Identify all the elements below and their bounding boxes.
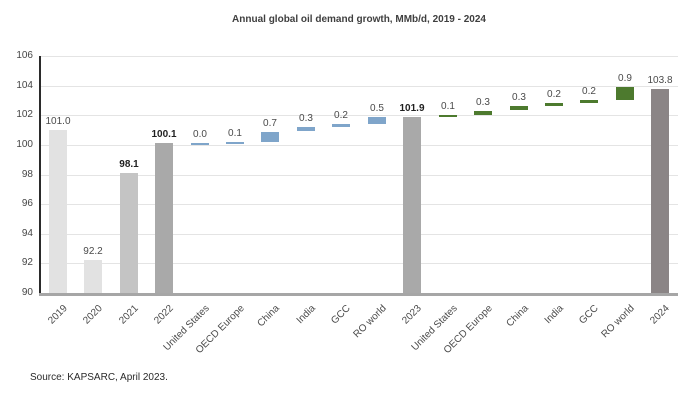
- bar: [84, 260, 102, 293]
- bar-value-label: 0.1: [228, 128, 242, 139]
- bar-value-label: 0.2: [334, 110, 348, 121]
- bar: [191, 143, 209, 145]
- bar: [226, 142, 244, 144]
- y-tick-label: 96: [21, 198, 33, 209]
- bar: [332, 124, 350, 127]
- bar-value-label: 0.1: [441, 101, 455, 112]
- source-note: Source: KAPSARC, April 2023.: [30, 372, 168, 383]
- y-tick-label: 106: [16, 50, 33, 61]
- grid-line: [40, 115, 678, 116]
- bar: [545, 103, 563, 106]
- bar-value-label: 92.2: [83, 246, 103, 257]
- bar-value-label: 98.1: [119, 159, 139, 170]
- y-tick-label: 100: [16, 139, 33, 150]
- grid-line: [40, 56, 678, 57]
- bar-value-label: 0.9: [618, 73, 632, 84]
- bar-value-label: 101.9: [399, 103, 425, 114]
- bar: [616, 87, 634, 100]
- y-axis-line: [39, 56, 41, 296]
- bar-value-label: 0.0: [193, 129, 207, 140]
- bar: [49, 130, 67, 293]
- y-tick-label: 90: [21, 287, 33, 298]
- grid-line: [40, 204, 678, 205]
- y-tick-label: 92: [21, 257, 33, 268]
- bar: [368, 117, 386, 124]
- bar-value-label: 0.2: [582, 86, 596, 97]
- grid-line: [40, 86, 678, 87]
- grid-line: [40, 263, 678, 264]
- grid-line: [40, 234, 678, 235]
- bar-value-label: 0.2: [547, 89, 561, 100]
- bar: [651, 89, 669, 293]
- bar: [439, 115, 457, 117]
- y-tick-label: 94: [21, 228, 33, 239]
- bar-value-label: 0.3: [476, 97, 490, 108]
- bar-value-label: 100.1: [151, 129, 177, 140]
- y-tick-label: 104: [16, 80, 33, 91]
- bar: [403, 117, 421, 293]
- x-baseline: [39, 293, 678, 296]
- bar-value-label: 0.3: [299, 113, 313, 124]
- y-tick-label: 98: [21, 169, 33, 180]
- chart-title: Annual global oil demand growth, MMb/d, …: [232, 14, 486, 25]
- bar-value-label: 0.7: [263, 118, 277, 129]
- bar-value-label: 0.5: [370, 103, 384, 114]
- bar: [261, 132, 279, 142]
- bar-value-label: 103.8: [647, 75, 673, 86]
- bar: [297, 127, 315, 131]
- bar-value-label: 0.3: [512, 92, 526, 103]
- bar: [155, 143, 173, 293]
- bar: [580, 100, 598, 103]
- bar: [120, 173, 138, 293]
- grid-line: [40, 175, 678, 176]
- bar: [474, 111, 492, 115]
- bar-value-label: 101.0: [45, 116, 71, 127]
- y-tick-label: 102: [16, 109, 33, 120]
- grid-line: [40, 145, 678, 146]
- bar: [510, 106, 528, 110]
